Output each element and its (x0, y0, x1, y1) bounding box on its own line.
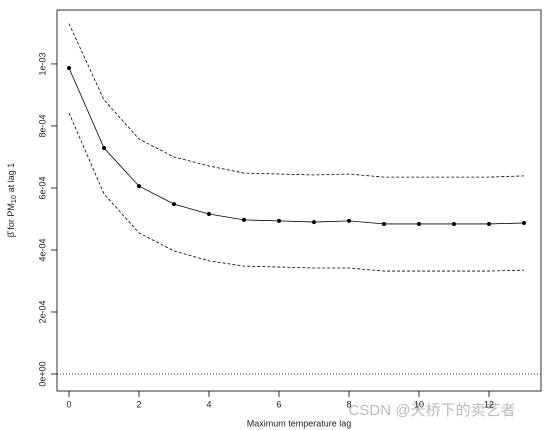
y-label-sub: 10 (11, 195, 18, 203)
series-line (68, 112, 525, 272)
x-tick-label: 10 (414, 399, 424, 409)
y-tick-label: 1e-03 (37, 52, 47, 75)
data-point (416, 221, 421, 226)
data-point (381, 221, 386, 226)
data-point (486, 221, 491, 226)
y-tick-label: 4e-04 (37, 238, 47, 261)
x-axis-label: Maximum temperature lag (247, 418, 352, 428)
data-point (346, 218, 351, 223)
data-point (451, 221, 456, 226)
x-tick-label: 0 (66, 399, 71, 409)
data-point (172, 202, 177, 207)
y-tick-label: 8e-04 (37, 114, 47, 137)
x-tick-label: 6 (276, 399, 281, 409)
y-label-end: at lag 1 (6, 163, 16, 193)
series-line (68, 23, 525, 178)
x-tick-label: 2 (136, 399, 141, 409)
data-point (137, 184, 142, 189)
series-line (68, 67, 525, 225)
y-tick-label: 6e-04 (37, 176, 47, 199)
x-tick-label: 8 (346, 399, 351, 409)
data-point (276, 218, 281, 223)
data-point (521, 221, 526, 226)
data-point (311, 220, 316, 225)
watermark: CSDN @天桥下的卖艺者 (349, 402, 516, 419)
y-tick-label: 0e+00 (37, 361, 47, 386)
y-label-main: β̂ for PM (6, 203, 16, 237)
data-point (241, 217, 246, 222)
x-tick-label: 12 (484, 399, 494, 409)
x-tick-label: 4 (206, 399, 211, 409)
y-axis-label: β̂ for PM10 at lag 1 (6, 163, 17, 238)
plot-frame (56, 9, 542, 392)
y-tick-label: 2e-04 (37, 300, 47, 323)
data-point (207, 212, 212, 217)
data-point (67, 65, 72, 70)
data-point (102, 145, 107, 150)
